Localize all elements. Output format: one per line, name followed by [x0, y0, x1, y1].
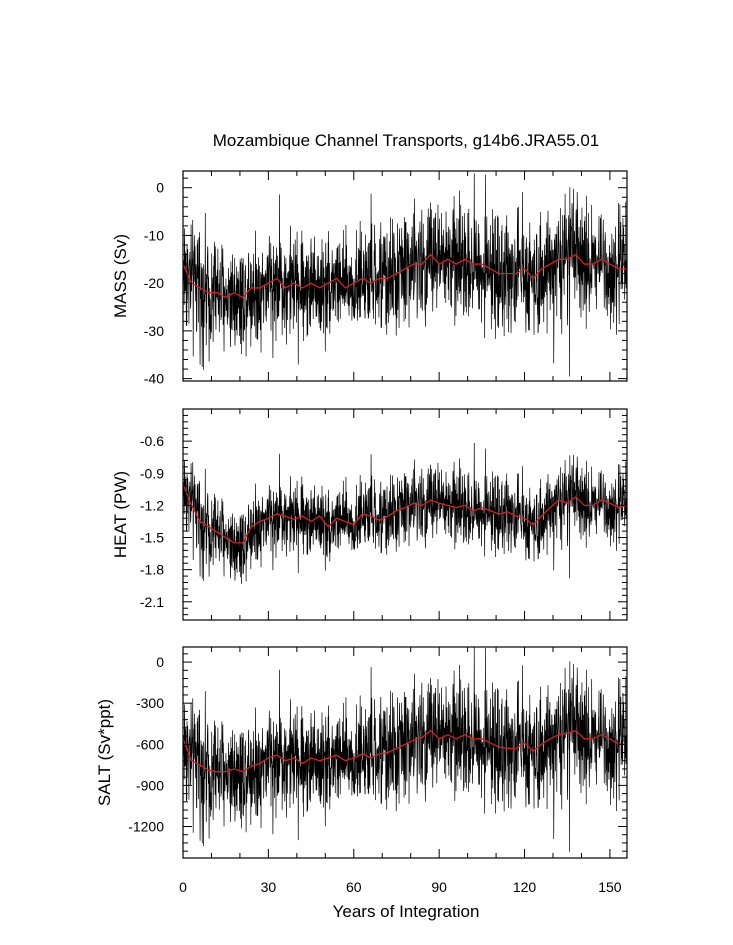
mass-y-tick-label: -10	[144, 227, 164, 243]
salt-monthly-line	[182, 646, 628, 852]
salt-y-tick-label: -1200	[128, 818, 164, 834]
panel-mass-series	[182, 173, 628, 377]
x-tick-label: 0	[179, 879, 187, 895]
salt-y-tick-label: 0	[156, 654, 164, 670]
heat-annual-mean-line	[182, 483, 628, 544]
heat-y-tick-label: -1.8	[140, 562, 164, 578]
mass-plot-frame	[182, 170, 628, 382]
heat-y-tick-label: -1.2	[140, 497, 164, 513]
panel-salt-series	[182, 646, 628, 852]
panel-heat: -0.6 -0.9 -1.2 -1.5 -1.8 -2.1 HEAT (PW)	[111, 408, 628, 621]
salt-y-tick-label: -900	[136, 777, 164, 793]
panel-salt-axes: 0 -300 -600 -900 -1200	[128, 646, 628, 859]
panel-heat-series	[182, 443, 628, 584]
heat-y-tick-label: -2.1	[140, 594, 164, 610]
salt-annual-mean-line	[182, 729, 627, 773]
x-tick-label: 150	[598, 879, 622, 895]
heat-y-tick-label: -0.6	[140, 433, 164, 449]
panel-mass-axes: 0 -10 -20 -30 -40	[144, 170, 628, 387]
x-tick-label: 60	[346, 879, 362, 895]
mass-y-tick-label: 0	[156, 180, 164, 196]
mass-y-tick-label: -40	[144, 371, 164, 387]
x-tick-label: 90	[431, 879, 447, 895]
panel-mass-ylabel: MASS (Sv)	[111, 234, 130, 318]
heat-y-tick-label: -0.9	[140, 465, 164, 481]
x-axis-label: Years of Integration	[333, 902, 480, 921]
mass-y-tick-label: -20	[144, 275, 164, 291]
salt-y-tick-label: -300	[136, 695, 164, 711]
mass-annual-mean-line	[182, 253, 627, 299]
x-axis-tick-labels: 0 30 60 90 120 150	[179, 879, 622, 895]
salt-y-tick-label: -600	[136, 736, 164, 752]
panel-salt: 0 -300 -600 -900 -1200 SALT (Sv*ppt)	[95, 646, 628, 859]
panel-heat-axes: -0.6 -0.9 -1.2 -1.5 -1.8 -2.1	[140, 408, 628, 621]
heat-plot-frame	[182, 408, 628, 621]
mass-y-tick-label: -30	[144, 323, 164, 339]
x-tick-label: 30	[261, 879, 277, 895]
x-tick-label: 120	[513, 879, 537, 895]
chart-title: Mozambique Channel Transports, g14b6.JRA…	[213, 131, 600, 150]
heat-monthly-line	[182, 443, 628, 584]
panel-salt-ylabel: SALT (Sv*ppt)	[95, 699, 114, 806]
heat-y-tick-label: -1.5	[140, 530, 164, 546]
mass-monthly-line	[182, 173, 628, 377]
panel-heat-ylabel: HEAT (PW)	[111, 471, 130, 558]
panel-mass: 0 -10 -20 -30 -40 MASS (Sv)	[111, 170, 628, 387]
